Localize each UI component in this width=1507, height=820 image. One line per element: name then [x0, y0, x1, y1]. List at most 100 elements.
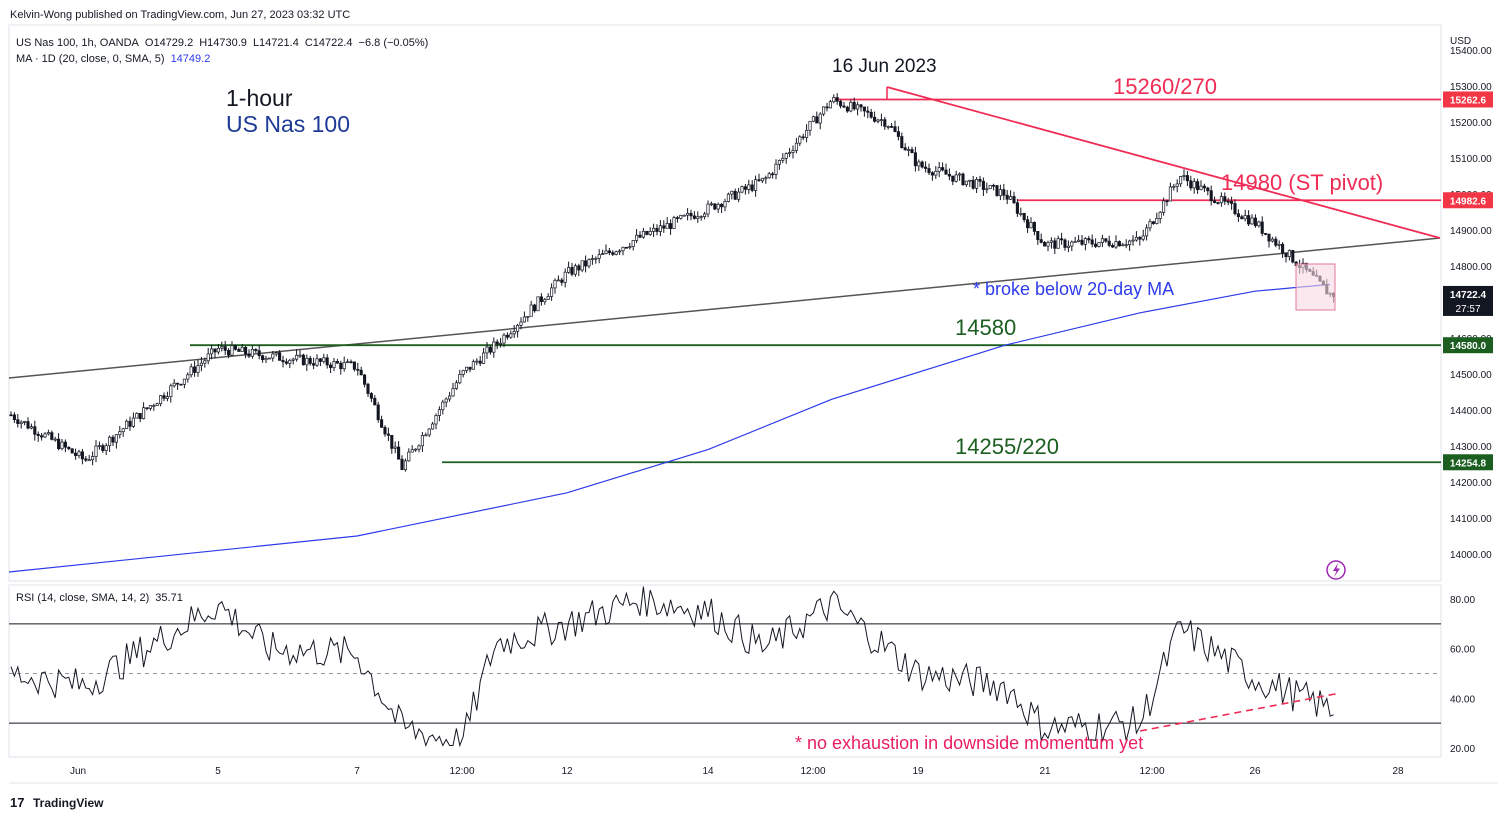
- footer-brand[interactable]: TradingView: [33, 796, 104, 810]
- price-level-tag: [1443, 337, 1493, 354]
- candle-body: [920, 161, 924, 168]
- candle-body: [1192, 181, 1196, 189]
- candle-body: [584, 260, 588, 267]
- price-level-tag-text: 14982.6: [1450, 196, 1487, 207]
- candle-body: [519, 321, 523, 326]
- rsi-path: [10, 586, 1334, 748]
- candle-body: [866, 110, 870, 113]
- candle-body: [750, 184, 754, 191]
- candle-body: [125, 420, 129, 430]
- candle-body: [373, 397, 377, 406]
- candle-body: [1029, 222, 1033, 229]
- candle-body: [1223, 196, 1227, 202]
- candle-body: [257, 350, 261, 357]
- candle-body: [1070, 241, 1074, 247]
- candle-body: [539, 296, 543, 303]
- candle-body: [815, 116, 819, 124]
- candle-body: [1094, 243, 1098, 247]
- candle-body: [1111, 245, 1115, 248]
- candle-body: [80, 451, 84, 460]
- candle-body: [240, 346, 244, 352]
- price-labels: 15262.6 14982.6 14580.0 14254.8 14722.4 27:57: [1443, 91, 1493, 471]
- candle-body: [798, 136, 802, 144]
- candle-body: [1117, 241, 1121, 247]
- candle-body: [499, 342, 503, 345]
- candle-body: [801, 136, 805, 139]
- candle-body: [985, 188, 989, 191]
- candle-body: [1267, 233, 1271, 242]
- candle-body: [284, 361, 288, 364]
- candle-body: [291, 358, 295, 361]
- candle-body: [461, 370, 465, 375]
- candle-body: [624, 246, 628, 249]
- candle-body: [57, 438, 61, 450]
- rsi-tick-label: 40.00: [1450, 694, 1475, 705]
- candle-body: [638, 234, 642, 238]
- tradingview-logo-icon[interactable]: 17: [10, 795, 24, 810]
- ma-legend: MA · 1D (20, close, 0, SMA, 5) 14749.2: [16, 53, 210, 65]
- price-tick-label: 14900.00: [1450, 226, 1492, 237]
- candle-body: [1247, 215, 1251, 225]
- lightning-icon[interactable]: [1326, 560, 1346, 580]
- candle-body: [1253, 217, 1257, 227]
- price-tick-label: 15400.00: [1450, 46, 1492, 57]
- ma-line: [8, 283, 1331, 573]
- rsi-trendline: [1139, 692, 1341, 732]
- candle-body: [247, 353, 251, 357]
- candle-body: [686, 212, 690, 216]
- candle-body: [1277, 243, 1281, 246]
- candle-body: [1077, 239, 1081, 242]
- candle-body: [655, 227, 659, 232]
- rsi-line: [10, 586, 1334, 748]
- candle-body: [414, 448, 418, 451]
- candle-body: [754, 179, 758, 191]
- candle-body: [665, 223, 669, 229]
- candle-body: [97, 445, 101, 447]
- candle-body: [818, 113, 822, 124]
- candle-body: [822, 106, 826, 115]
- rsi-tick-label: 80.00: [1450, 595, 1475, 606]
- candle-body: [322, 357, 326, 362]
- candle-body: [264, 358, 268, 361]
- candle-body: [50, 432, 54, 440]
- candle-body: [128, 420, 132, 427]
- candle-body: [475, 360, 479, 363]
- candle-body: [1175, 183, 1179, 187]
- candle-body: [172, 382, 176, 387]
- candle-body: [60, 441, 64, 450]
- candle-body: [138, 413, 142, 419]
- candle-body: [1284, 252, 1288, 258]
- support-1-label: 14580: [955, 315, 1016, 340]
- candle-body: [913, 152, 917, 167]
- candle-body: [1083, 238, 1087, 245]
- candle-body: [1019, 213, 1023, 215]
- candle-body: [162, 395, 166, 399]
- candle-body: [1012, 196, 1016, 204]
- candle-body: [1151, 221, 1155, 224]
- candle-body: [169, 385, 173, 397]
- candle-body: [135, 413, 139, 419]
- candle-body: [907, 149, 911, 151]
- candle-body: [825, 106, 829, 109]
- candle-body: [189, 366, 193, 376]
- candle-body: [244, 346, 248, 355]
- candle-body: [36, 433, 40, 436]
- candle-body: [186, 374, 190, 380]
- candle-body: [1104, 238, 1108, 242]
- candle-body: [1243, 215, 1247, 220]
- candle-body: [471, 361, 475, 370]
- candle-body: [1233, 203, 1237, 215]
- candle-body: [145, 407, 149, 410]
- price-tick-label: 14800.00: [1450, 262, 1492, 273]
- candle-body: [53, 438, 57, 441]
- candle-body: [777, 160, 781, 165]
- breakdown-highlight-box: [1295, 263, 1336, 311]
- candle-body: [1063, 239, 1067, 248]
- candle-body: [488, 346, 492, 353]
- candle-body: [852, 101, 856, 110]
- candle-body: [1060, 238, 1064, 241]
- candle-body: [380, 419, 384, 428]
- candle-body: [424, 434, 428, 437]
- price-tick-label: 14200.00: [1450, 478, 1492, 489]
- candle-body: [910, 149, 914, 154]
